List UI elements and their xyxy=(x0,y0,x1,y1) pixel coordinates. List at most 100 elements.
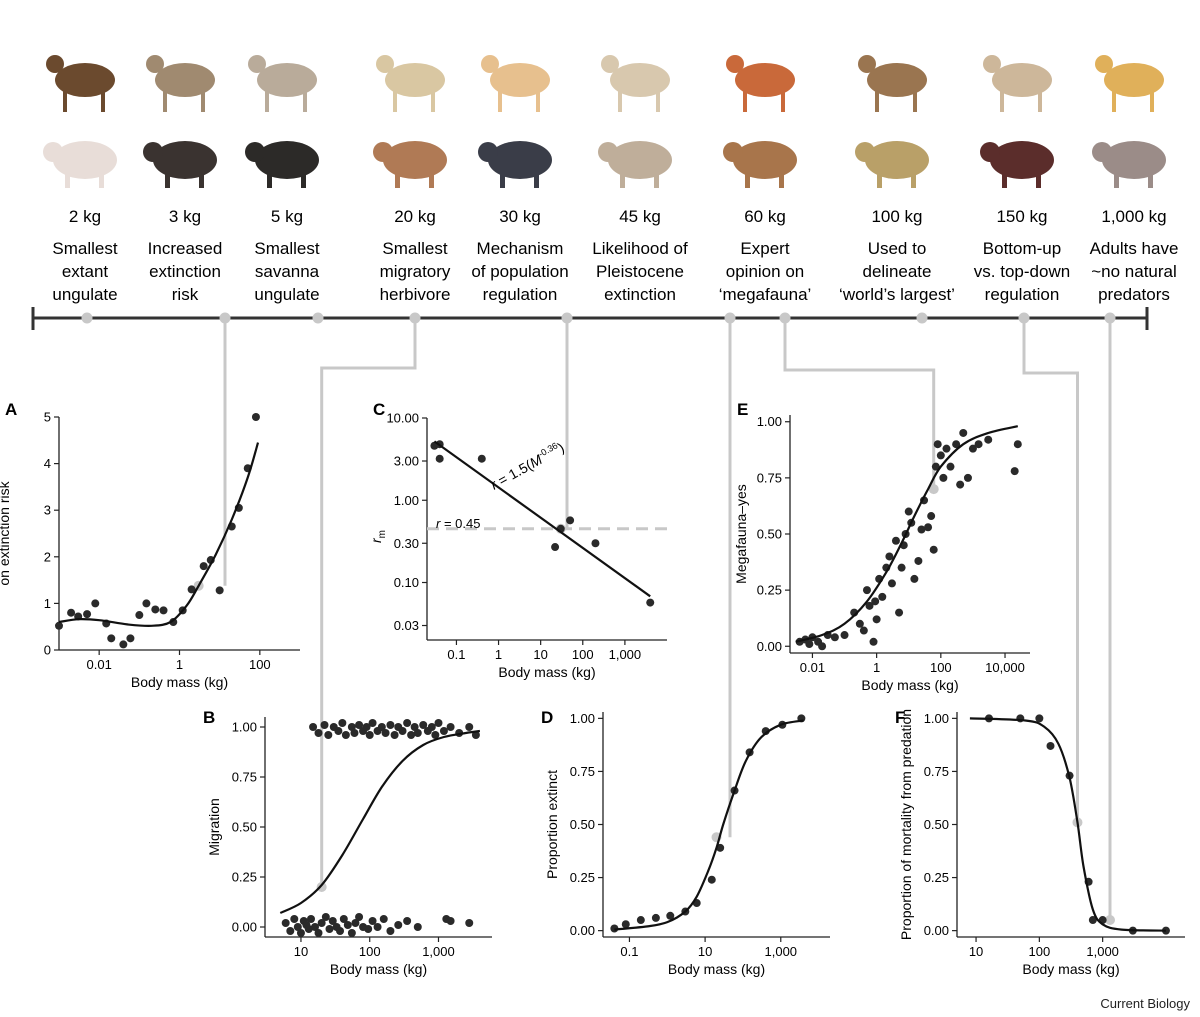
antelope-illustration xyxy=(481,55,550,112)
y-tick-label: 0.00 xyxy=(232,920,257,935)
timeline-dot xyxy=(561,312,573,324)
data-point xyxy=(381,729,390,737)
y-tick-label: 1.00 xyxy=(570,711,595,726)
x-tick-label: 100 xyxy=(572,647,594,662)
data-point xyxy=(83,610,92,619)
hyrax-head xyxy=(146,55,164,73)
connector-line xyxy=(1022,318,1079,823)
y-tick-label: 0.75 xyxy=(570,764,595,779)
ibex-illustration xyxy=(858,55,927,112)
data-point xyxy=(651,913,660,922)
data-point xyxy=(159,606,168,615)
deer-illustration xyxy=(373,141,447,188)
pronghorn-leg xyxy=(618,90,622,112)
data-point xyxy=(891,536,900,545)
data-point xyxy=(410,723,419,731)
x-tick-label: 0.01 xyxy=(87,657,112,672)
x-tick-label: 100 xyxy=(359,944,381,959)
data-point xyxy=(1161,926,1170,935)
reference-symbol: r xyxy=(436,516,441,531)
monkey-illustration xyxy=(245,141,319,188)
y-tick-label: 5 xyxy=(44,410,51,425)
data-point xyxy=(328,917,337,925)
y-axis-label: Migration xyxy=(206,798,222,856)
y-tick-label: 0.50 xyxy=(757,527,782,542)
x-tick-label: 1,000 xyxy=(609,647,642,662)
data-point xyxy=(338,719,347,727)
deer-leg xyxy=(395,170,400,188)
rabbit-illustration xyxy=(43,141,117,188)
fitted-curve xyxy=(614,719,804,931)
data-point xyxy=(859,626,868,635)
y-tick-label: 0.10 xyxy=(394,575,419,590)
tortoise-illustration xyxy=(855,141,929,188)
data-point xyxy=(135,611,144,620)
data-point xyxy=(251,413,260,421)
antelope-body xyxy=(490,63,550,97)
data-point xyxy=(286,927,295,935)
connector-lines xyxy=(193,318,1115,926)
equation-label: r = 1.5(M-0.36) xyxy=(487,438,567,492)
data-point xyxy=(840,631,849,640)
threshold-description: extant xyxy=(62,262,109,281)
connector-marker xyxy=(1105,915,1115,926)
water-chevrotain-leg xyxy=(101,90,105,112)
data-point xyxy=(446,723,455,731)
porcupine-leg xyxy=(165,170,170,188)
data-point xyxy=(818,642,827,651)
data-point xyxy=(707,875,716,884)
gazelle-leg xyxy=(431,90,435,112)
data-point xyxy=(446,917,455,925)
hyrax-leg xyxy=(201,90,205,112)
data-point xyxy=(314,729,323,737)
timeline-entry: 1,000 kg Adults have ~no natural predators xyxy=(1090,55,1178,304)
data-point xyxy=(91,599,100,608)
data-point xyxy=(1088,916,1097,925)
y-tick-label: 1.00 xyxy=(232,720,257,735)
mass-label: 3 kg xyxy=(169,207,201,226)
gazelle-body xyxy=(385,63,445,97)
y-tick-label: 1.00 xyxy=(757,414,782,429)
mass-label: 30 kg xyxy=(499,207,541,226)
connector-marker xyxy=(928,484,939,495)
tapir-leg xyxy=(1036,170,1041,188)
rabbit-body xyxy=(53,141,117,179)
bilby-illustration xyxy=(248,55,317,112)
data-point xyxy=(419,721,428,729)
data-point xyxy=(355,721,364,729)
threshold-description: ~no natural xyxy=(1091,262,1177,281)
data-point xyxy=(917,525,926,534)
tortoise-leg xyxy=(911,170,916,188)
data-point xyxy=(885,552,894,561)
deer-body xyxy=(383,141,447,179)
spotted-deer-body xyxy=(735,63,795,97)
threshold-description: of population xyxy=(471,262,568,281)
kangaroo-leg xyxy=(620,170,625,188)
peccary-leg xyxy=(500,170,505,188)
y-tick-label: 0.75 xyxy=(232,770,257,785)
x-tick-label: 100 xyxy=(249,657,271,672)
panel-letter: F xyxy=(895,708,905,727)
data-point xyxy=(67,608,76,617)
rabbit-head xyxy=(43,142,63,162)
x-tick-label: 10 xyxy=(533,647,547,662)
y-tick-label: 0.00 xyxy=(757,639,782,654)
y-tick-label: 0.25 xyxy=(924,870,949,885)
panel-letter: C xyxy=(373,400,385,419)
pronghorn-leg xyxy=(656,90,660,112)
connector-marker xyxy=(316,882,327,892)
data-point xyxy=(403,917,412,925)
data-point xyxy=(407,731,416,739)
fitted-curve xyxy=(58,442,260,627)
data-point xyxy=(390,731,399,739)
data-point xyxy=(952,440,961,449)
threshold-description: regulation xyxy=(483,285,558,304)
data-point xyxy=(187,585,196,594)
panel-f: 10 100 1,000 0.00 0.25 0.50 0.75 1.00 Body mass … xyxy=(895,708,1185,977)
x-tick-label: 10,000 xyxy=(985,660,1025,675)
equation-text: = 1.5( xyxy=(492,457,535,491)
threshold-description: Mechanism xyxy=(477,239,564,258)
data-point xyxy=(931,462,940,471)
data-point xyxy=(477,454,486,463)
data-point xyxy=(314,929,323,937)
